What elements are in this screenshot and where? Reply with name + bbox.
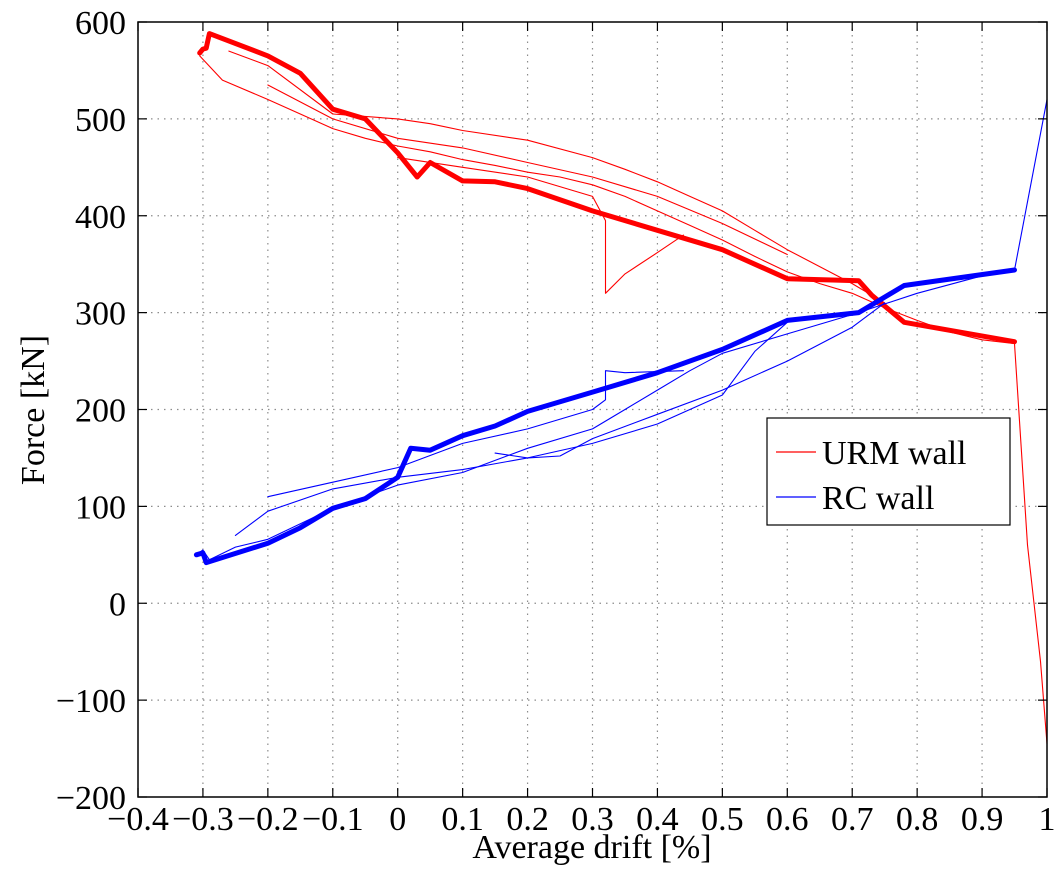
x-tick-label: 1 [1039,801,1055,838]
series-lines [193,31,1048,745]
y-axis-label: Force [kN] [15,335,52,485]
series-line-rc-wall [494,302,886,459]
legend-label-urm-wall: URM wall [822,435,967,472]
series-line-rc-wall [195,98,1048,561]
x-tick-label: 0 [389,801,406,838]
series-line-urm-wall [267,84,788,256]
series-line-rc-wall-envelope [193,267,1017,566]
x-tick-label: 0.9 [961,801,1004,838]
x-tick-label: −0.1 [302,801,364,838]
legend-box [766,417,1011,526]
x-axis-label: Average drift [%] [472,829,711,866]
y-tick-label: 100 [75,489,126,526]
y-tick-label: 500 [75,102,126,139]
x-tick-label: 0.6 [766,801,809,838]
x-tick-label: 0.8 [896,801,939,838]
x-tick-label: 0.5 [701,801,744,838]
y-tick-label: −100 [56,683,126,720]
y-tick-label: 200 [75,393,126,430]
x-tick-labels: −0.4 −0.3 −0.2 −0.1 0 0.1 0.2 0.3 0.4 0.5 0.6 0.7 0.… [107,801,1055,838]
x-tick-label: 0.1 [441,801,484,838]
x-tick-label: 0.2 [506,801,549,838]
y-tick-label: 300 [75,296,126,333]
series-line-urm-wall-envelope [197,31,1017,345]
series-line-rc-wall [267,370,684,498]
x-tick-label: −0.3 [172,801,234,838]
y-tick-label: 0 [109,586,126,623]
y-tick-label: −200 [56,780,126,817]
x-tick-label: −0.4 [107,801,169,838]
x-tick-label: 0.4 [636,801,679,838]
legend: URM wall RC wall [766,417,1011,526]
y-tick-label: 400 [75,199,126,236]
legend-label-rc-wall: RC wall [822,480,934,517]
y-tick-labels: −200 −100 0 100 200 300 400 500 600 [56,5,126,817]
x-tick-label: −0.2 [237,801,299,838]
axis-ticks [137,21,1048,798]
series-line-urm-wall [397,157,684,294]
x-tick-label: 0.3 [571,801,614,838]
x-tick-label: 0.7 [831,801,874,838]
y-tick-label: 600 [75,5,126,42]
